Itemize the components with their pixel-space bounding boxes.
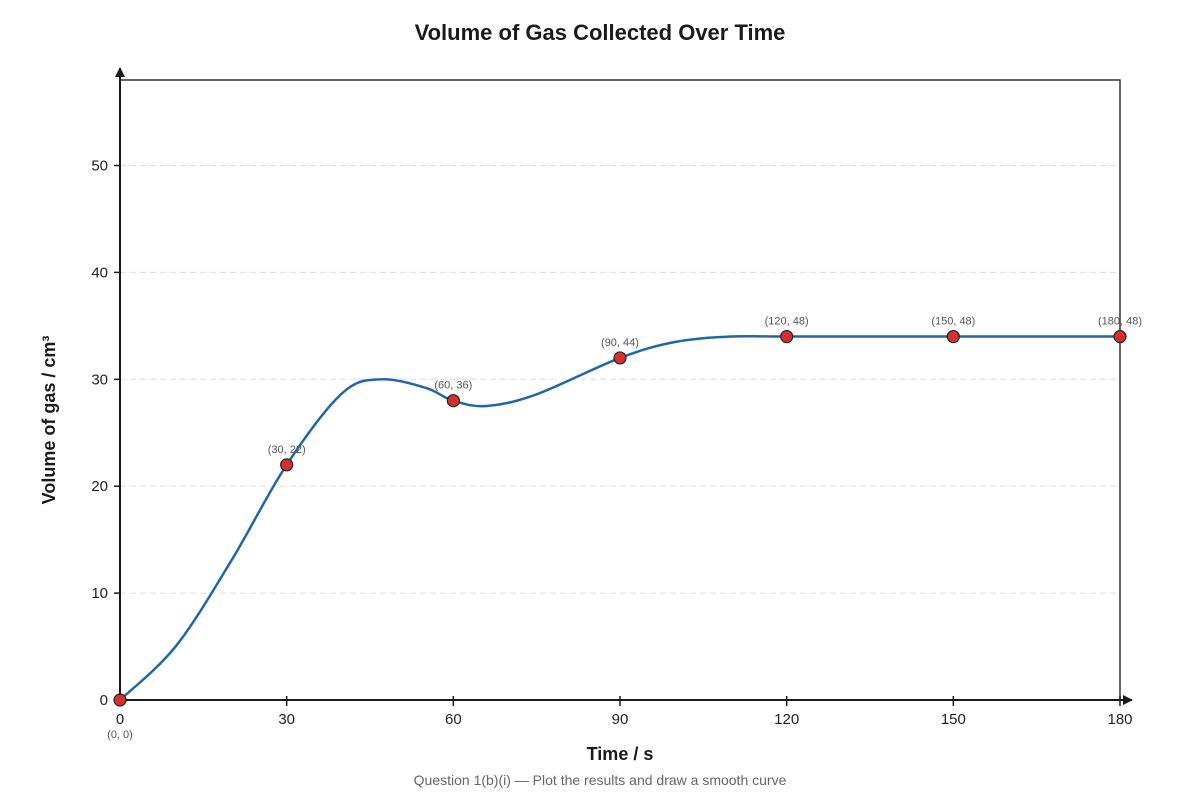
y-tick-label: 10 [91,585,108,602]
data-point-label: (150, 48) [931,316,975,328]
data-point-label: (0, 0) [107,729,133,741]
data-point-label: (180, 48) [1098,316,1142,328]
data-points: (0, 0) (30, 22) (60, 36) (90, 44) (120, 48) (… [107,316,1142,741]
data-point [446,394,460,408]
y-tick-label: 30 [91,371,108,388]
data-point [1113,329,1127,344]
data-point [280,458,294,472]
y-axis-ticks: 0 10 20 30 40 50 [91,158,120,709]
data-point-label: (120, 48) [765,316,809,328]
x-tick-label: 30 [278,711,295,728]
gridlines [120,165,1120,594]
data-point-label: (30, 22) [268,444,306,456]
x-tick-label: 180 [1107,711,1132,728]
smooth-curve [119,334,1120,701]
data-point [113,693,127,707]
y-tick-label: 0 [100,692,108,709]
x-tick-label: 60 [445,711,462,728]
y-tick-label: 50 [91,158,108,175]
plot-frame [119,79,1121,701]
y-tick-label: 40 [91,264,108,281]
data-point [613,351,627,365]
chart-title: Volume of Gas Collected Over Time [415,20,786,45]
chart-caption: Question 1(b)(i) — Plot the results and … [414,772,787,788]
x-tick-label: 120 [774,711,799,728]
y-tick-label: 20 [91,478,108,495]
x-tick-label: 90 [612,711,629,728]
data-point-label: (60, 36) [434,380,472,392]
x-tick-label: 0 [116,711,124,728]
y-axis-title: Volume of gas / cm³ [39,336,59,505]
data-point-label: (90, 44) [601,337,639,349]
x-tick-label: 150 [941,711,966,728]
data-point [946,329,960,344]
x-axis-ticks: 0 30 60 90 120 150 180 [116,696,1133,728]
data-point [780,329,794,344]
x-axis-title: Time / s [587,744,654,764]
